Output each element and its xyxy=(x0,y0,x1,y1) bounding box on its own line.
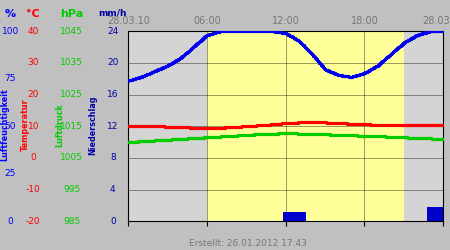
Text: 20: 20 xyxy=(27,90,39,99)
Text: Luftdruck: Luftdruck xyxy=(55,103,64,147)
Text: 30: 30 xyxy=(27,58,39,68)
Text: 100: 100 xyxy=(2,27,19,36)
Text: 50: 50 xyxy=(4,122,16,131)
Bar xyxy=(289,212,290,221)
Text: 12: 12 xyxy=(107,122,118,131)
Text: 40: 40 xyxy=(27,27,39,36)
Bar xyxy=(283,212,284,221)
Text: Erstellt: 26.01.2012 17:43: Erstellt: 26.01.2012 17:43 xyxy=(189,238,307,248)
Text: 1015: 1015 xyxy=(60,122,83,131)
Text: 0: 0 xyxy=(7,217,13,226)
Bar xyxy=(439,207,440,221)
Bar xyxy=(290,212,291,221)
Bar xyxy=(358,31,404,221)
Bar xyxy=(287,212,288,221)
Text: -20: -20 xyxy=(26,217,40,226)
Bar xyxy=(299,212,300,221)
Bar xyxy=(305,212,306,221)
Bar xyxy=(435,207,436,221)
Bar xyxy=(437,207,438,221)
Bar xyxy=(432,207,433,221)
Bar xyxy=(436,207,437,221)
Text: 995: 995 xyxy=(63,185,81,194)
Text: 1045: 1045 xyxy=(60,27,83,36)
Bar xyxy=(430,207,431,221)
Text: °C: °C xyxy=(27,9,40,19)
Bar xyxy=(207,31,358,221)
Text: 4: 4 xyxy=(110,185,116,194)
Text: 16: 16 xyxy=(107,90,119,99)
Text: 25: 25 xyxy=(4,169,16,178)
Bar xyxy=(303,212,304,221)
Bar xyxy=(297,212,298,221)
Text: %: % xyxy=(4,9,16,19)
Bar xyxy=(438,207,439,221)
Bar xyxy=(432,207,433,221)
Text: -10: -10 xyxy=(26,185,40,194)
Bar xyxy=(296,212,297,221)
Text: hPa: hPa xyxy=(60,9,83,19)
Bar xyxy=(302,212,303,221)
Bar xyxy=(433,207,434,221)
Text: 8: 8 xyxy=(110,154,116,162)
Text: 10: 10 xyxy=(27,122,39,131)
Text: 1025: 1025 xyxy=(60,90,83,99)
Bar xyxy=(289,212,290,221)
Text: Luftfeuchtigkeit: Luftfeuchtigkeit xyxy=(0,89,9,162)
Bar xyxy=(284,212,285,221)
Bar xyxy=(284,212,285,221)
Text: 20: 20 xyxy=(107,58,118,68)
Bar xyxy=(430,207,431,221)
Bar xyxy=(302,212,303,221)
Bar xyxy=(295,212,296,221)
Bar xyxy=(434,207,435,221)
Bar xyxy=(304,212,305,221)
Bar xyxy=(288,212,289,221)
Bar xyxy=(285,212,286,221)
Bar xyxy=(299,212,300,221)
Text: 75: 75 xyxy=(4,74,16,83)
Bar xyxy=(286,212,287,221)
Text: 0: 0 xyxy=(31,154,36,162)
Bar xyxy=(437,207,438,221)
Bar xyxy=(297,212,298,221)
Bar xyxy=(442,207,443,221)
Bar xyxy=(291,212,292,221)
Bar xyxy=(440,207,441,221)
Text: 24: 24 xyxy=(107,27,118,36)
Text: 0: 0 xyxy=(110,217,116,226)
Bar xyxy=(431,207,432,221)
Text: 1035: 1035 xyxy=(60,58,83,68)
Bar xyxy=(301,212,302,221)
Bar xyxy=(440,207,441,221)
Bar xyxy=(429,207,430,221)
Text: Niederschlag: Niederschlag xyxy=(89,95,98,155)
Bar xyxy=(294,212,295,221)
Bar xyxy=(292,212,293,221)
Bar xyxy=(443,207,444,221)
Bar xyxy=(438,207,439,221)
Text: mm/h: mm/h xyxy=(99,9,127,18)
Text: 1005: 1005 xyxy=(60,154,83,162)
Bar xyxy=(428,207,429,221)
Bar xyxy=(435,207,436,221)
Bar xyxy=(293,212,294,221)
Bar xyxy=(433,207,434,221)
Bar xyxy=(294,212,295,221)
Bar xyxy=(441,207,442,221)
Bar xyxy=(300,212,301,221)
Text: 985: 985 xyxy=(63,217,81,226)
Text: Temperatur: Temperatur xyxy=(21,99,30,151)
Bar xyxy=(428,207,429,221)
Bar xyxy=(304,212,305,221)
Bar xyxy=(298,212,299,221)
Bar xyxy=(286,212,287,221)
Bar xyxy=(287,212,288,221)
